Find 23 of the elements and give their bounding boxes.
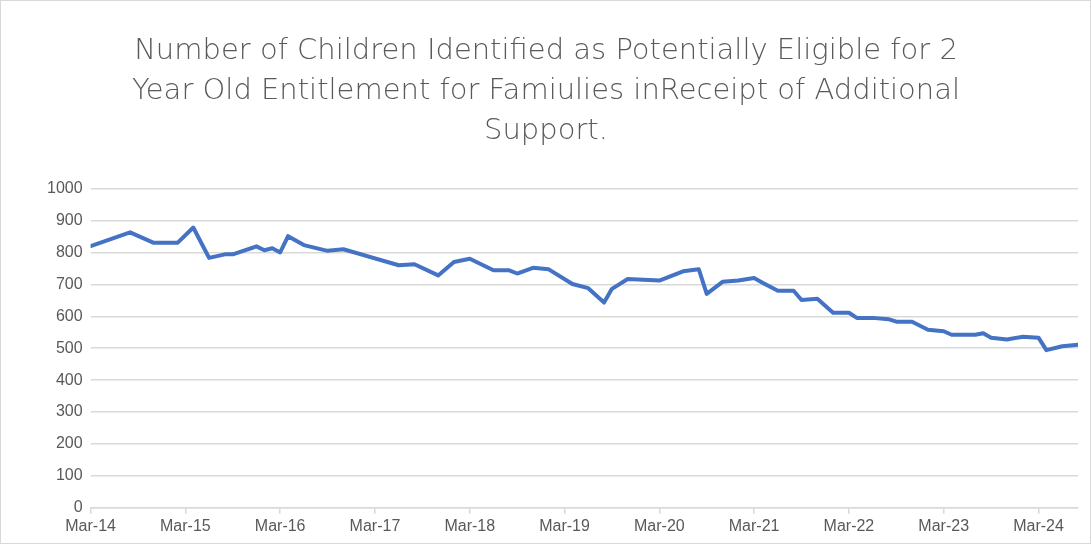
y-tick-label: 1000 — [47, 179, 83, 197]
y-tick-label: 200 — [55, 434, 83, 452]
y-tick-label: 100 — [55, 466, 83, 484]
x-tick-label: Mar-17 — [349, 516, 401, 534]
y-tick-label: 300 — [55, 402, 83, 420]
y-tick-label: 500 — [55, 338, 83, 356]
x-tick-label: Mar-23 — [918, 516, 970, 534]
y-tick-label: 900 — [55, 210, 83, 228]
y-tick-label: 600 — [55, 306, 83, 324]
y-tick-label: 400 — [55, 370, 83, 388]
x-tick-label: Mar-19 — [539, 516, 590, 534]
x-tick-label: Mar-16 — [254, 516, 306, 534]
x-tick-label: Mar-24 — [1013, 516, 1064, 534]
y-tick-label: 800 — [55, 242, 83, 260]
y-tick-label: 0 — [73, 498, 83, 516]
x-tick-label: Mar-22 — [823, 516, 875, 534]
x-tick-label: Mar-18 — [444, 516, 496, 534]
y-tick-label: 700 — [55, 274, 83, 292]
x-tick-label: Mar-21 — [728, 516, 780, 534]
chart-title: Number of Children Identified as Potentially Eligible for 2 Year Old Entitlement for Famiulies inReceipt of Additional Support. — [131, 31, 961, 148]
x-tick-label: Mar-20 — [634, 516, 685, 534]
x-tick-label: Mar-14 — [65, 516, 117, 534]
x-tick-label: Mar-15 — [160, 516, 211, 534]
